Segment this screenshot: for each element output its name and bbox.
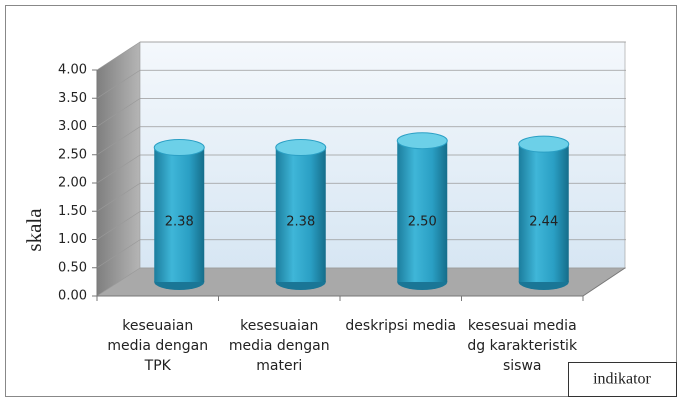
x-axis-depth xyxy=(582,267,626,297)
y-label-bg xyxy=(22,178,50,283)
bar xyxy=(275,147,326,282)
x-tick-label: kesesuai media dg karakteristik siswa xyxy=(467,318,578,374)
grid-line-side xyxy=(96,98,141,127)
bar-top xyxy=(153,139,205,157)
y-tick-label: 3.50 xyxy=(58,91,87,106)
grid-line-side xyxy=(96,267,141,297)
x-tick-label: deskripsi media xyxy=(345,318,457,334)
grid-line-side xyxy=(96,239,141,269)
grid-line-side xyxy=(96,41,141,71)
bar xyxy=(397,140,448,282)
x-label-box xyxy=(568,362,677,397)
bar-top xyxy=(518,135,570,153)
grid-line-side xyxy=(96,69,141,99)
grid-line-side xyxy=(96,182,141,212)
value-label: 2.44 xyxy=(529,215,558,230)
y-tick-label: 3.00 xyxy=(58,119,87,134)
grid-line-side xyxy=(96,211,141,240)
bar xyxy=(154,147,205,282)
y-tick-label: 2.00 xyxy=(58,176,87,191)
chart-border xyxy=(5,5,677,397)
value-label: 2.50 xyxy=(408,215,437,230)
y-tick-label: 0.50 xyxy=(58,260,87,275)
x-tick-label: keseuaian media dengan TPK xyxy=(107,318,209,374)
y-axis-label: skala xyxy=(22,208,46,252)
bar-top xyxy=(275,139,327,157)
y-tick-label: 1.00 xyxy=(58,232,87,247)
y-tick-label: 4.00 xyxy=(58,63,87,78)
grid-line-side xyxy=(96,126,141,156)
x-axis-label: indikator xyxy=(593,371,651,388)
floor xyxy=(97,268,625,296)
grid-line-side xyxy=(96,154,141,184)
value-label: 2.38 xyxy=(286,215,315,230)
bar-top xyxy=(396,132,448,150)
bar xyxy=(518,144,569,282)
x-tick-label: kesesuaian media dengan materi xyxy=(228,318,330,374)
y-tick-label: 0.00 xyxy=(58,289,87,304)
y-tick-label: 1.50 xyxy=(58,204,87,219)
y-tick-label: 2.50 xyxy=(58,147,87,162)
value-label: 2.38 xyxy=(165,215,194,230)
